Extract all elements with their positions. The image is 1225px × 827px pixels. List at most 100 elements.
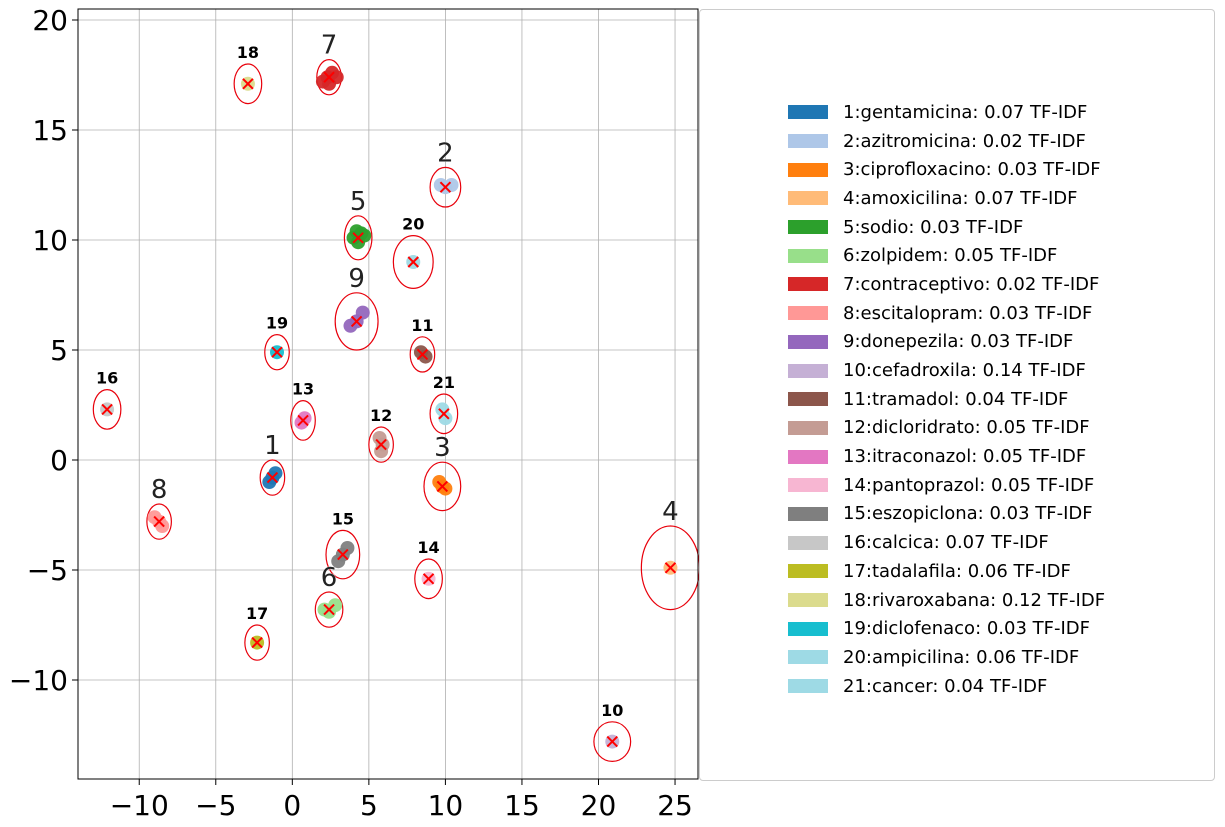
- legend-label: 17:tadalafila: 0.06 TF-IDF: [843, 560, 1071, 582]
- cluster-label: 10: [601, 701, 623, 720]
- legend-item: 1:gentamicina: 0.07 TF-IDF: [788, 98, 1105, 127]
- cluster-label: 7: [321, 31, 338, 61]
- legend-swatch: [788, 248, 828, 263]
- cluster-ellipse: [423, 461, 462, 512]
- legend-label: 7:contraceptivo: 0.02 TF-IDF: [843, 273, 1100, 295]
- cluster-label: 18: [237, 43, 259, 62]
- cluster-ellipse: [392, 235, 434, 290]
- centroid-x-stroke: [337, 548, 349, 561]
- cluster-label: 2: [437, 138, 454, 168]
- centroid-x-stroke: [436, 480, 449, 493]
- centroid-x-stroke: [438, 408, 450, 420]
- centroid-x-stroke: [271, 346, 283, 358]
- legend-label: 15:eszopiclona: 0.03 TF-IDF: [843, 503, 1093, 525]
- legend-item: 19:diclofenaco: 0.03 TF-IDF: [788, 614, 1105, 643]
- legend-swatch: [788, 277, 828, 292]
- centroid-x-stroke: [352, 232, 364, 244]
- legend-item: 7:contraceptivo: 0.02 TF-IDF: [788, 270, 1105, 299]
- y-tick-label: −10: [9, 664, 68, 697]
- centroid-x-stroke: [251, 636, 263, 649]
- cluster-label: 3: [434, 433, 451, 463]
- centroid-x-stroke: [297, 414, 309, 427]
- y-tick-label: 10: [32, 224, 68, 257]
- legend-label: 1:gentamicina: 0.07 TF-IDF: [843, 101, 1088, 123]
- centroid-x-marker: [664, 562, 677, 574]
- cluster-ellipse: [334, 292, 379, 351]
- cluster-ellipse: [429, 393, 459, 435]
- legend-item: 21:cancer: 0.04 TF-IDF: [788, 672, 1105, 701]
- centroid-x-marker: [436, 480, 449, 493]
- y-tick-label: 0: [50, 444, 68, 477]
- data-point: [322, 76, 337, 91]
- legend-label: 8:escitalopram: 0.03 TF-IDF: [843, 302, 1093, 324]
- x-tick-label: 0: [283, 789, 301, 822]
- legend-item: 9:donepezila: 0.03 TF-IDF: [788, 328, 1105, 357]
- legend-item: 5:sodio: 0.03 TF-IDF: [788, 213, 1105, 242]
- cluster-label: 13: [292, 380, 314, 399]
- centroid-x-marker: [323, 71, 335, 83]
- y-tick-label: 20: [32, 4, 68, 37]
- legend-swatch: [788, 420, 828, 435]
- cluster-ellipse: [343, 215, 373, 261]
- cluster-ellipse: [146, 503, 172, 540]
- centroid-x-marker: [407, 256, 419, 268]
- cluster-label: 19: [266, 314, 288, 333]
- centroid-x-stroke: [606, 735, 618, 748]
- centroid-x-stroke: [422, 573, 435, 585]
- centroid-x-stroke: [101, 403, 113, 416]
- centroid-x-marker: [438, 408, 450, 420]
- legend-item: 16:calcica: 0.07 TF-IDF: [788, 528, 1105, 557]
- grid-lines: [78, 9, 698, 779]
- legend-swatch: [788, 220, 828, 235]
- legend-label: 5:sodio: 0.03 TF-IDF: [843, 216, 1024, 238]
- centroid-x-stroke: [242, 78, 254, 90]
- legend-item: 14:pantoprazol: 0.05 TF-IDF: [788, 471, 1105, 500]
- legend-swatch: [788, 478, 828, 493]
- centroid-x-marker: [297, 414, 309, 427]
- data-point: [328, 598, 343, 613]
- cluster-label: 12: [370, 406, 392, 425]
- cluster-ellipse: [325, 529, 361, 580]
- legend-label: 11:tramadol: 0.04 TF-IDF: [843, 388, 1069, 410]
- data-point: [355, 305, 370, 320]
- legend-swatch: [788, 306, 828, 321]
- cluster-ellipse: [368, 426, 394, 463]
- centroid-markers: [101, 71, 677, 748]
- legend-label: 6:zolpidem: 0.05 TF-IDF: [843, 245, 1058, 267]
- cluster-label: 5: [350, 187, 367, 217]
- centroid-x-marker: [153, 515, 165, 528]
- centroid-x-marker: [266, 471, 279, 484]
- centroid-x-marker: [251, 636, 263, 649]
- centroid-x-stroke: [416, 348, 429, 361]
- cluster-ellipse: [414, 558, 443, 600]
- legend-label: 16:calcica: 0.07 TF-IDF: [843, 532, 1049, 554]
- legend-item: 17:tadalafila: 0.06 TF-IDF: [788, 557, 1105, 586]
- legend-item: 8:escitalopram: 0.03 TF-IDF: [788, 299, 1105, 328]
- legend-item: 6:zolpidem: 0.05 TF-IDF: [788, 241, 1105, 270]
- x-tick-label: −10: [110, 789, 169, 822]
- centroid-x-marker: [101, 403, 113, 416]
- legend-swatch: [788, 191, 828, 206]
- centroid-x-marker: [422, 573, 435, 585]
- cluster-ellipse: [593, 721, 632, 762]
- cluster-label: 11: [411, 316, 433, 335]
- legend-item: 15:eszopiclona: 0.03 TF-IDF: [788, 500, 1105, 529]
- legend-swatch: [788, 535, 828, 550]
- legend-list: 1:gentamicina: 0.07 TF-IDF 2:azitromicina…: [788, 98, 1105, 700]
- cluster-label: 8: [151, 475, 168, 505]
- legend-label: 20:ampicilina: 0.06 TF-IDF: [843, 646, 1080, 668]
- cluster-ellipse: [290, 400, 316, 441]
- centroid-x-stroke: [407, 256, 419, 268]
- centroid-x-marker: [416, 348, 429, 361]
- centroid-x-stroke: [323, 603, 335, 616]
- centroid-x-stroke: [439, 181, 452, 193]
- legend-label: 14:pantoprazol: 0.05 TF-IDF: [843, 474, 1095, 496]
- legend-item: 10:cefadroxila: 0.14 TF-IDF: [788, 356, 1105, 385]
- cluster-label: 9: [348, 264, 365, 294]
- centroid-x-marker: [439, 181, 452, 193]
- legend-swatch: [788, 363, 828, 378]
- legend-item: 18:rivaroxabana: 0.12 TF-IDF: [788, 586, 1105, 615]
- cluster-label: 21: [433, 373, 455, 392]
